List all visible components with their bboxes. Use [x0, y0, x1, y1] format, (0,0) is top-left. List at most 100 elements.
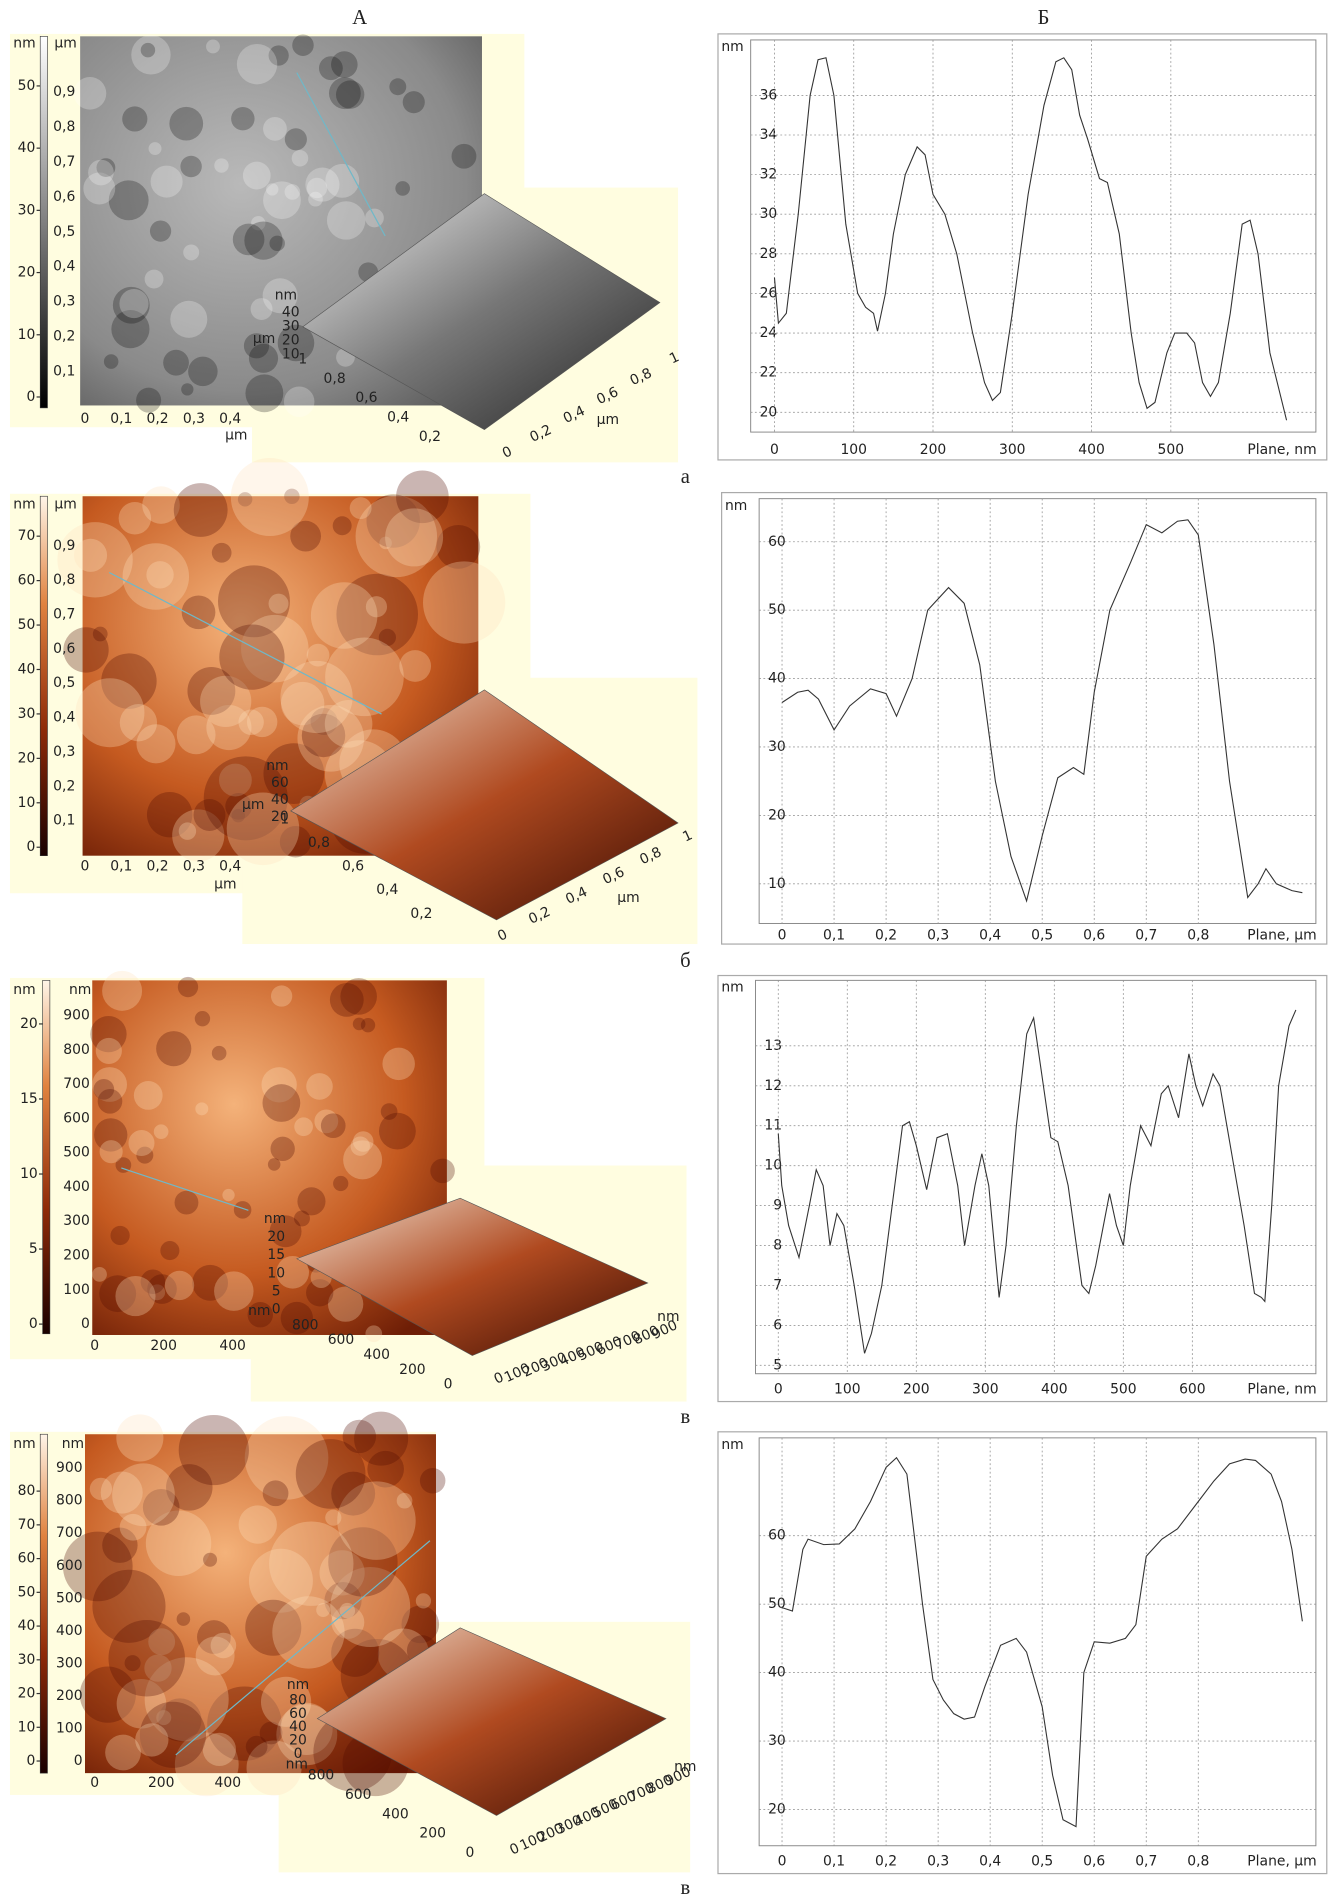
- colorbar-tick-label: 10: [18, 1719, 36, 1735]
- inset-left-tick-label: 400: [382, 1806, 409, 1822]
- afm-texture: [177, 1612, 191, 1626]
- afm-texture: [249, 344, 278, 373]
- afm-texture: [195, 1011, 210, 1026]
- afm-texture: [263, 1480, 289, 1506]
- image-y-tick-label: 300: [56, 1655, 83, 1671]
- afm-texture: [178, 977, 198, 997]
- afm-texture: [268, 1158, 281, 1171]
- afm-texture: [284, 386, 315, 417]
- chart-background: [718, 1432, 1327, 1874]
- x-tick-label: 0,6: [1083, 928, 1105, 944]
- colorbar-tick-label: 0: [29, 1316, 38, 1332]
- afm-texture: [351, 1136, 370, 1155]
- image-y-tick-label: 0,2: [53, 329, 75, 345]
- y-tick-label: 50: [768, 602, 786, 618]
- image-x-tick-label: 400: [215, 1775, 242, 1791]
- colorbar-tick-label: 5: [29, 1241, 38, 1257]
- afm-texture: [165, 1271, 194, 1300]
- inset-z-tick-label: 0: [272, 1302, 281, 1318]
- afm-texture: [263, 117, 287, 141]
- y-tick-label: 60: [768, 1528, 786, 1544]
- afm-texture: [179, 1415, 249, 1485]
- image-x-tick-label: 0,2: [147, 859, 169, 875]
- x-tick-label: 300: [999, 442, 1026, 458]
- inset-y-unit: nm: [248, 1303, 270, 1319]
- afm-texture: [382, 1048, 414, 1080]
- y-axis-unit: nm: [721, 39, 743, 55]
- colorbar-tick-label: 20: [20, 1016, 38, 1032]
- inset-y-unit: µm: [253, 331, 275, 347]
- x-axis-label: Plane, µm: [1247, 928, 1316, 944]
- afm-texture: [423, 561, 505, 643]
- inset-left-tick-label: 0,4: [376, 882, 398, 898]
- y-tick-label: 20: [768, 1801, 786, 1817]
- afm-texture: [150, 220, 171, 241]
- afm-texture: [141, 43, 155, 57]
- afm-texture: [145, 270, 164, 289]
- afm-texture: [116, 1414, 163, 1461]
- afm-texture: [399, 650, 431, 682]
- image-y-tick-label: 0,4: [53, 710, 75, 726]
- inset-left-tick-label: 0,2: [410, 906, 432, 922]
- afm-texture: [96, 1038, 122, 1064]
- afm-texture: [195, 1102, 208, 1115]
- colorbar-tick-label: 30: [18, 706, 36, 722]
- inset-left-tick-label: 200: [419, 1826, 446, 1842]
- afm-texture: [365, 209, 384, 228]
- colorbar-unit: nm: [13, 1436, 35, 1452]
- image-y-tick-label: 100: [63, 1282, 90, 1298]
- image-y-tick-label: 200: [56, 1688, 83, 1704]
- image-y-tick-label: 0,6: [53, 189, 75, 205]
- colorbar-unit: nm: [13, 982, 35, 998]
- colorbar-tick-label: 40: [18, 661, 36, 677]
- x-tick-label: 0,4: [979, 1853, 1001, 1869]
- afm-texture: [263, 181, 301, 219]
- afm-texture: [151, 166, 183, 198]
- y-tick-label: 11: [764, 1118, 782, 1134]
- afm-texture: [174, 483, 228, 537]
- afm-texture: [98, 1089, 123, 1114]
- x-tick-label: 0,7: [1135, 928, 1157, 944]
- afm-texture: [294, 1117, 313, 1136]
- inset-z-tick-label: 0: [294, 1746, 303, 1762]
- image-y-tick-label: 100: [56, 1720, 83, 1736]
- afm-texture: [239, 1505, 277, 1543]
- afm-texture: [120, 1514, 147, 1541]
- afm-texture: [170, 301, 207, 338]
- inset-left-tick-label: 0,6: [342, 859, 364, 875]
- colorbar: [40, 496, 47, 855]
- x-tick-label: 400: [1078, 442, 1105, 458]
- image-y-tick-label: 900: [56, 1460, 83, 1476]
- afm-texture: [269, 594, 289, 614]
- image-y-tick-label: 0,4: [53, 259, 75, 275]
- x-tick-label: 500: [1158, 442, 1185, 458]
- afm-texture: [292, 150, 309, 167]
- colorbar-tick-label: 0: [27, 389, 36, 405]
- afm-texture: [74, 539, 107, 572]
- afm-texture: [403, 91, 425, 113]
- inset-left-tick-label: 0: [444, 1377, 453, 1393]
- afm-texture: [245, 374, 283, 412]
- colorbar-tick-label: 30: [18, 202, 36, 218]
- afm-texture: [237, 44, 277, 84]
- x-axis-label: Plane, nm: [1247, 1381, 1316, 1397]
- row-label: в: [680, 1406, 690, 1428]
- image-y-tick-label: 800: [63, 1042, 90, 1058]
- inset-z-tick-label: 5: [272, 1283, 281, 1299]
- afm-texture: [420, 1468, 446, 1494]
- inset-z-tick-label: 10: [282, 347, 300, 363]
- x-tick-label: 500: [1110, 1381, 1137, 1397]
- image-y-tick-label: 300: [63, 1213, 90, 1229]
- image-y-tick-label: 0,7: [53, 154, 75, 170]
- image-y-tick-label: 0,8: [53, 572, 75, 588]
- column-header: Б: [1038, 7, 1050, 29]
- afm-texture: [128, 1130, 154, 1156]
- y-tick-label: 8: [773, 1238, 782, 1254]
- afm-texture: [175, 1191, 199, 1215]
- image-y-tick-label: 200: [63, 1248, 90, 1264]
- afm-texture: [330, 983, 364, 1017]
- afm-texture: [134, 1081, 163, 1110]
- afm-texture: [154, 1124, 169, 1139]
- y-tick-label: 30: [768, 739, 786, 755]
